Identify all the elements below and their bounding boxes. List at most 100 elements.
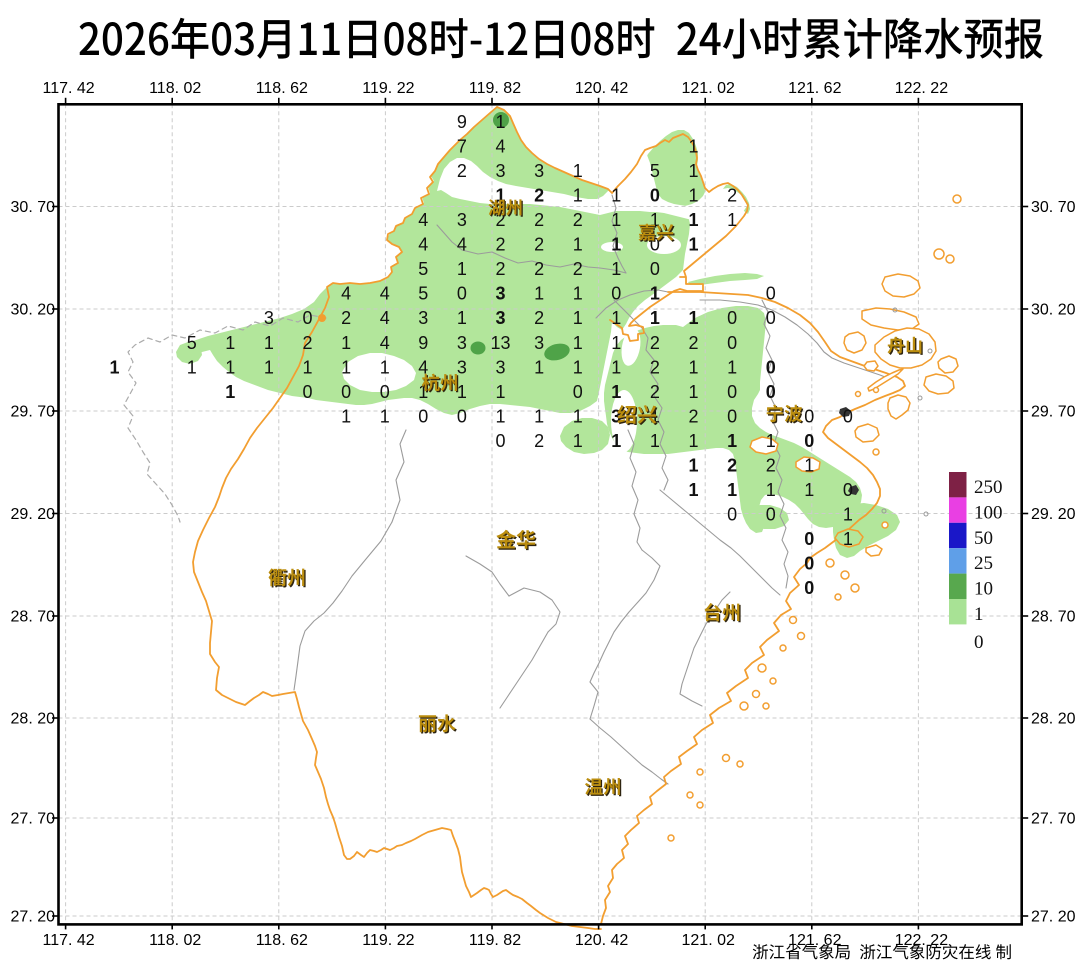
- svg-text:0: 0: [766, 505, 776, 525]
- svg-text:5: 5: [187, 333, 197, 353]
- svg-text:1: 1: [573, 161, 583, 181]
- svg-text:1: 1: [573, 284, 583, 304]
- svg-text:1: 1: [611, 431, 621, 451]
- svg-text:121. 02: 121. 02: [682, 80, 735, 97]
- svg-text:30. 70: 30. 70: [1031, 199, 1076, 216]
- svg-text:1: 1: [611, 357, 621, 377]
- svg-text:5: 5: [418, 284, 428, 304]
- svg-text:3: 3: [495, 308, 505, 328]
- svg-text:0: 0: [727, 505, 737, 525]
- svg-text:1: 1: [804, 456, 814, 476]
- svg-text:2: 2: [534, 308, 544, 328]
- svg-text:2: 2: [766, 456, 776, 476]
- svg-text:9: 9: [418, 333, 428, 353]
- svg-text:0: 0: [457, 406, 467, 426]
- svg-text:1: 1: [727, 210, 737, 230]
- svg-text:250: 250: [974, 477, 1003, 498]
- svg-text:28. 70: 28. 70: [11, 609, 56, 626]
- svg-text:1: 1: [495, 382, 505, 402]
- svg-text:121. 62: 121. 62: [788, 932, 841, 949]
- svg-text:30. 20: 30. 20: [11, 302, 56, 319]
- svg-text:3: 3: [534, 333, 544, 353]
- svg-text:28. 20: 28. 20: [1031, 711, 1076, 728]
- svg-text:0: 0: [302, 382, 312, 402]
- svg-text:1: 1: [611, 333, 621, 353]
- svg-text:13: 13: [490, 333, 510, 353]
- svg-text:1: 1: [380, 406, 390, 426]
- svg-text:0: 0: [727, 333, 737, 353]
- svg-text:2: 2: [688, 333, 698, 353]
- svg-text:0: 0: [573, 382, 583, 402]
- svg-text:1: 1: [187, 357, 197, 377]
- svg-text:1: 1: [573, 235, 583, 255]
- svg-text:100: 100: [974, 502, 1003, 523]
- svg-text:2: 2: [650, 382, 660, 402]
- svg-text:2: 2: [534, 210, 544, 230]
- svg-text:4: 4: [457, 235, 467, 255]
- svg-text:0: 0: [843, 406, 853, 426]
- svg-text:1: 1: [495, 112, 505, 132]
- svg-text:1: 1: [495, 406, 505, 426]
- svg-text:118. 62: 118. 62: [256, 80, 308, 97]
- svg-text:2: 2: [302, 333, 312, 353]
- svg-text:1: 1: [573, 406, 583, 426]
- svg-text:0: 0: [650, 186, 660, 206]
- svg-text:1: 1: [380, 357, 390, 377]
- svg-text:1: 1: [341, 333, 351, 353]
- svg-text:1: 1: [225, 382, 235, 402]
- svg-text:1: 1: [534, 357, 544, 377]
- svg-text:1: 1: [688, 136, 698, 156]
- svg-text:1: 1: [457, 259, 467, 279]
- svg-text:2: 2: [534, 186, 544, 206]
- svg-text:1: 1: [688, 235, 698, 255]
- svg-text:1: 1: [688, 480, 698, 500]
- svg-text:4: 4: [418, 235, 428, 255]
- svg-text:1: 1: [766, 431, 776, 451]
- svg-text:2: 2: [573, 259, 583, 279]
- svg-text:1: 1: [650, 284, 660, 304]
- svg-text:3: 3: [457, 357, 467, 377]
- svg-text:0: 0: [495, 431, 505, 451]
- svg-text:1: 1: [264, 357, 274, 377]
- svg-text:28. 70: 28. 70: [1031, 609, 1076, 626]
- svg-text:117. 42: 117. 42: [42, 932, 94, 949]
- svg-text:2: 2: [495, 210, 505, 230]
- svg-text:1: 1: [611, 210, 621, 230]
- svg-text:0: 0: [341, 382, 351, 402]
- svg-text:1: 1: [611, 382, 621, 402]
- svg-text:2: 2: [495, 259, 505, 279]
- svg-text:2: 2: [727, 456, 737, 476]
- svg-text:27. 70: 27. 70: [1031, 811, 1076, 828]
- svg-text:1: 1: [225, 357, 235, 377]
- svg-text:2: 2: [457, 161, 467, 181]
- svg-text:0: 0: [974, 632, 984, 653]
- svg-text:0: 0: [727, 308, 737, 328]
- svg-text:118. 02: 118. 02: [149, 932, 201, 949]
- svg-text:0: 0: [380, 382, 390, 402]
- svg-text:1: 1: [573, 431, 583, 451]
- svg-text:2: 2: [688, 406, 698, 426]
- svg-text:1: 1: [688, 382, 698, 402]
- svg-text:0: 0: [804, 554, 814, 574]
- svg-text:0: 0: [418, 406, 428, 426]
- svg-text:1: 1: [495, 186, 505, 206]
- svg-text:1: 1: [341, 406, 351, 426]
- svg-text:2: 2: [650, 357, 660, 377]
- svg-text:4: 4: [418, 357, 428, 377]
- svg-text:4: 4: [341, 284, 351, 304]
- svg-text:1: 1: [573, 357, 583, 377]
- svg-text:2: 2: [341, 308, 351, 328]
- svg-text:1: 1: [302, 357, 312, 377]
- svg-text:0: 0: [766, 357, 776, 377]
- svg-text:119. 22: 119. 22: [362, 80, 414, 97]
- svg-text:120. 42: 120. 42: [575, 80, 628, 97]
- svg-text:1: 1: [688, 161, 698, 181]
- svg-text:5: 5: [418, 259, 428, 279]
- svg-text:4: 4: [380, 284, 390, 304]
- svg-text:0: 0: [611, 284, 621, 304]
- svg-text:27. 20: 27. 20: [11, 909, 56, 926]
- svg-text:1: 1: [109, 357, 119, 377]
- svg-text:3: 3: [457, 333, 467, 353]
- svg-text:1: 1: [727, 431, 737, 451]
- svg-text:2: 2: [573, 210, 583, 230]
